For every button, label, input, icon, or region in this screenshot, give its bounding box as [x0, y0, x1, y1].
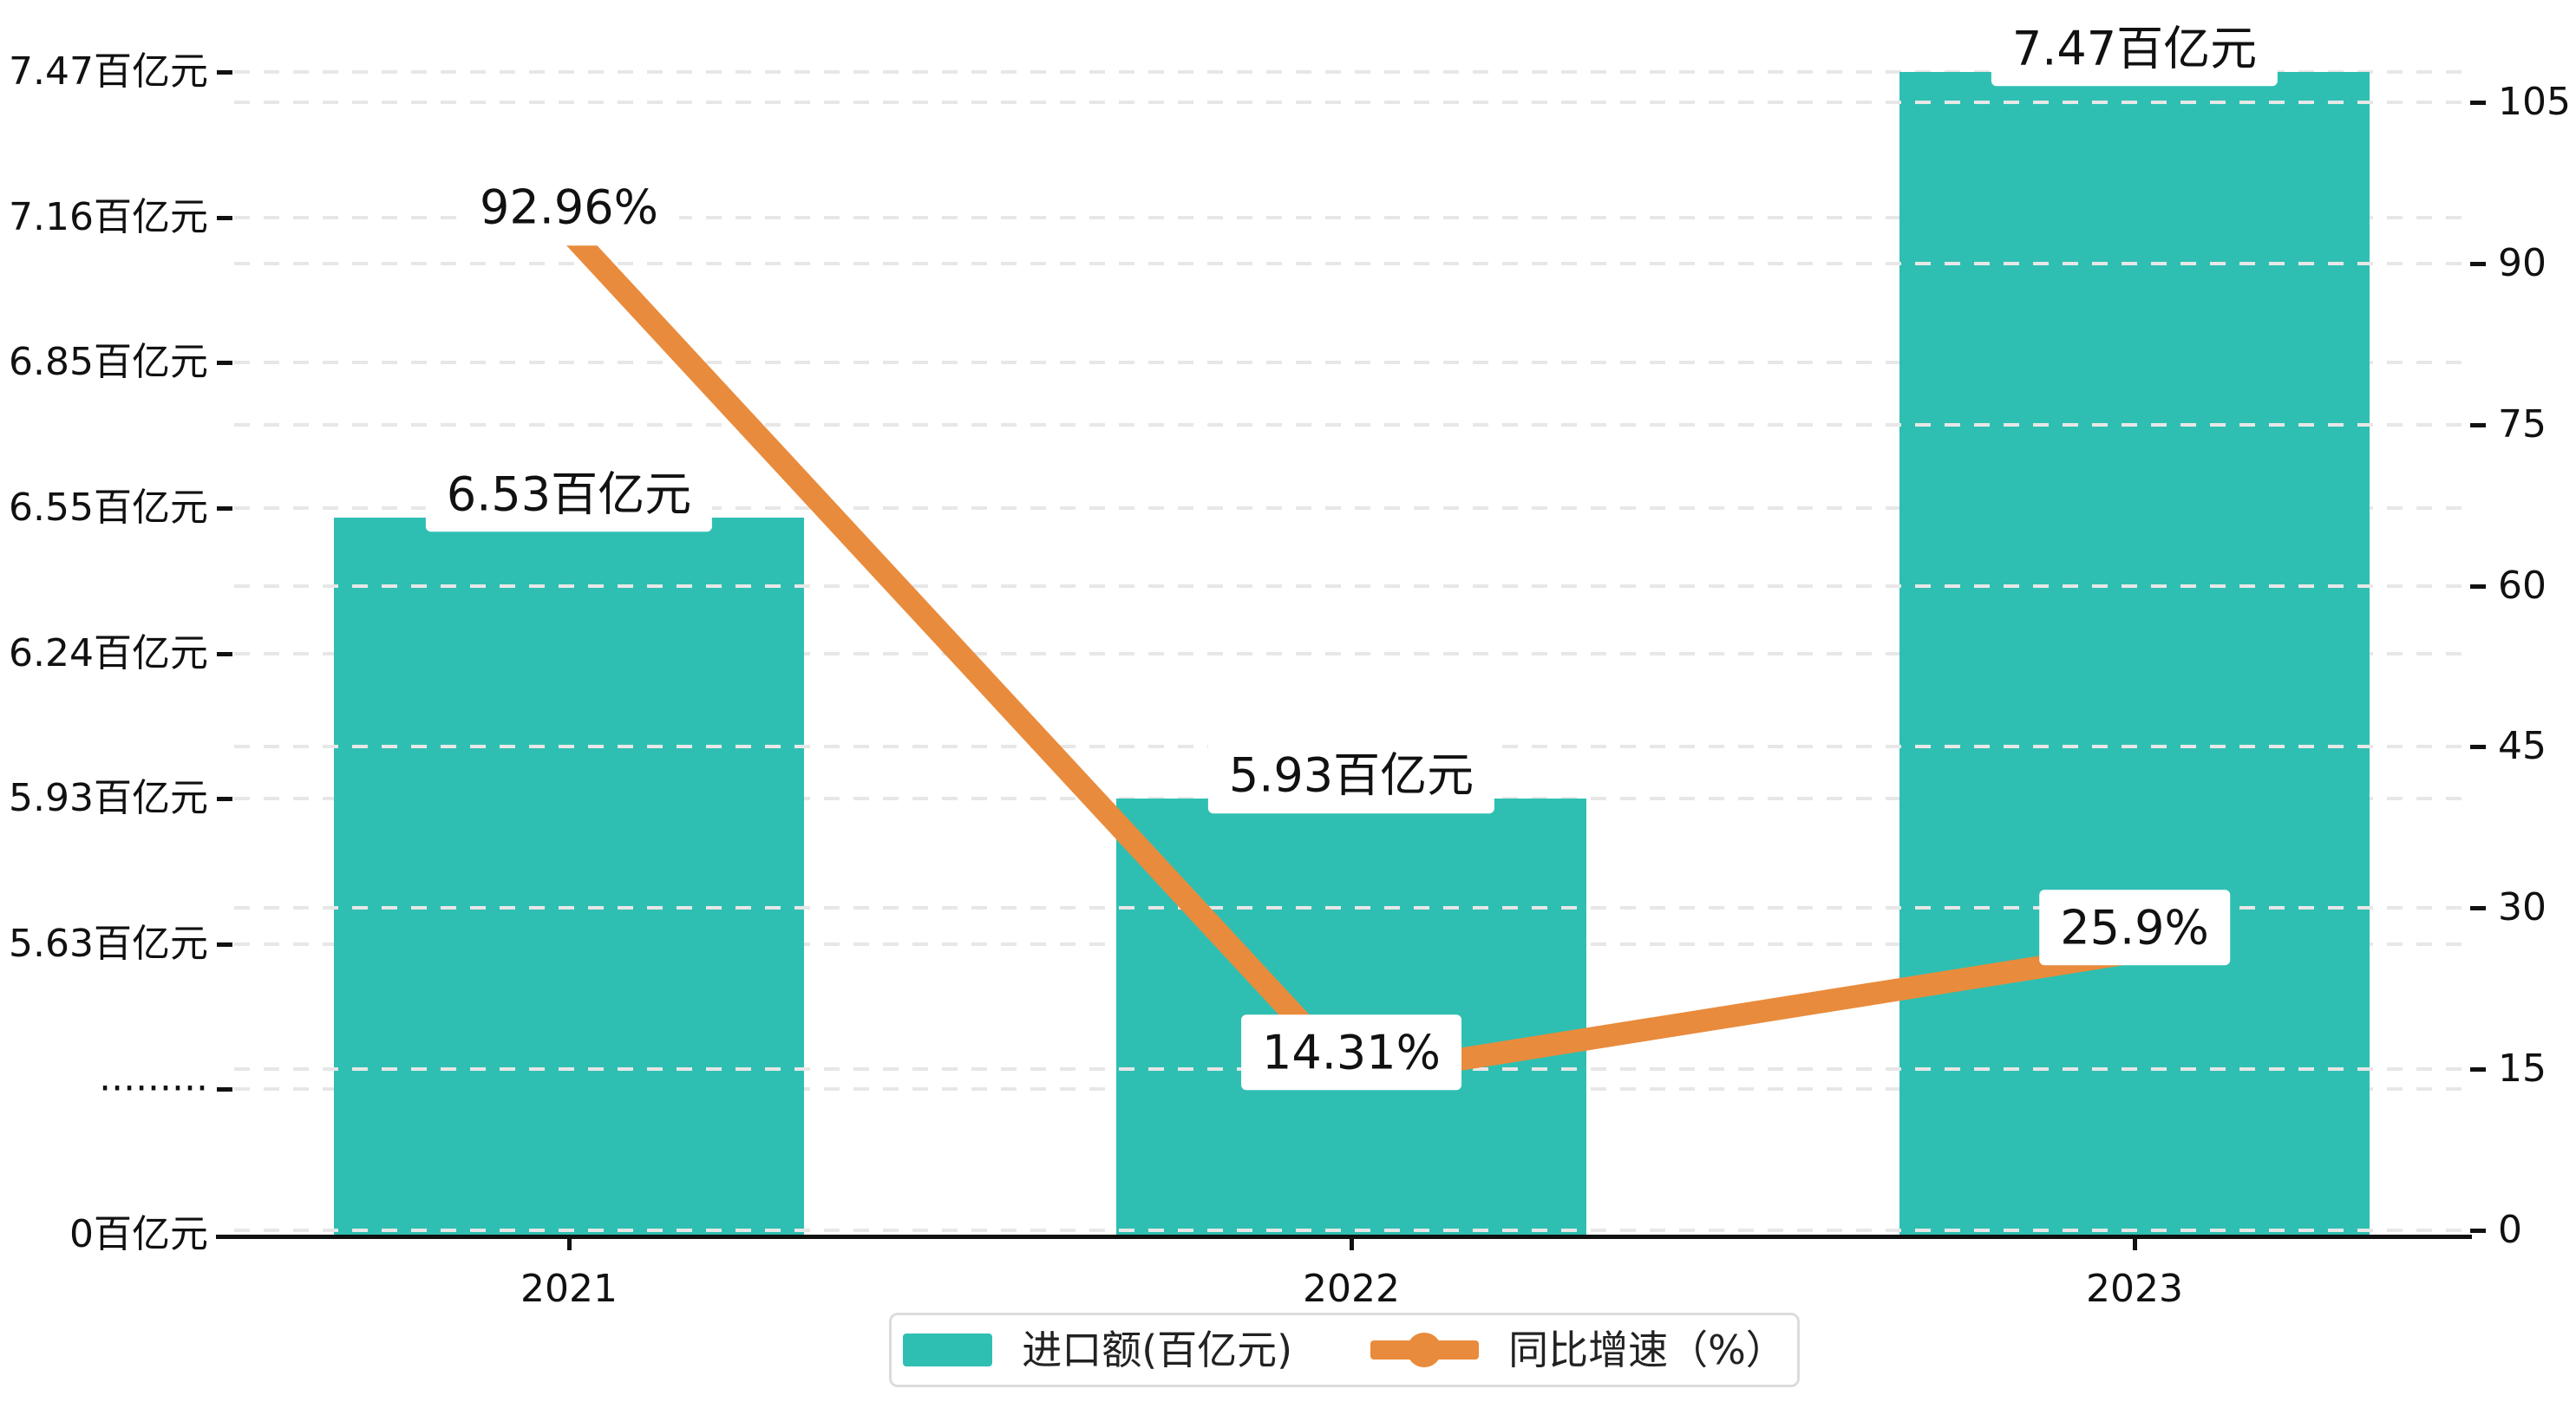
x-axis-tick-mark	[2133, 1236, 2137, 1250]
x-axis-label-2021: 2021	[520, 1267, 618, 1311]
left-axis-tick-label: 7.16百亿元	[9, 194, 208, 239]
left-axis-tick-label: 6.24百亿元	[9, 630, 208, 675]
right-axis-tick-label: 60	[2498, 563, 2547, 608]
left-axis-tick-mark	[217, 215, 232, 220]
left-axis-tick-mark	[217, 361, 232, 366]
right-axis-tick-label: 0	[2498, 1208, 2522, 1252]
gridline-left-tick	[234, 651, 2468, 655]
right-axis-tick-mark	[2470, 1229, 2486, 1233]
left-axis-tick-mark	[217, 797, 232, 802]
gridline-right-tick	[234, 101, 2468, 104]
left-axis-tick-label: 5.93百亿元	[9, 776, 208, 821]
legend-item-line-series[interactable]: 同比增速（%）	[1370, 1330, 1786, 1370]
right-axis-tick-mark	[2470, 1067, 2486, 1073]
growth-rate-label: 92.96%	[459, 169, 679, 245]
gridline-left-tick	[234, 70, 2468, 74]
bar-value-label: 6.53百亿元	[425, 455, 713, 532]
right-axis-tick-mark	[2470, 422, 2486, 427]
left-axis-tick-label: 6.55百亿元	[9, 485, 208, 530]
gridline-left-tick	[234, 505, 2468, 510]
x-axis-tick-mark	[1350, 1236, 1354, 1250]
right-axis-tick-mark	[2470, 745, 2486, 750]
bar-2021	[334, 517, 804, 1235]
left-axis-tick-mark	[217, 70, 232, 75]
bar-2023	[1899, 72, 2370, 1235]
left-axis-tick-label: 6.85百亿元	[9, 340, 208, 385]
legend-label-bar-series: 进口额(百亿元)	[1022, 1327, 1293, 1373]
left-axis-tick-mark	[217, 1087, 232, 1092]
gridline-right-tick	[234, 261, 2468, 265]
legend-item-bar-series[interactable]: 进口额(百亿元)	[903, 1330, 1292, 1370]
line-series-marker-icon	[1370, 1333, 1480, 1367]
left-axis-tick-mark	[217, 651, 232, 656]
left-axis-tick-label: 0百亿元	[69, 1212, 208, 1256]
right-axis-tick-label: 90	[2498, 240, 2547, 285]
bar-series-swatch-icon	[903, 1333, 993, 1366]
gridline-right-tick	[234, 1229, 2468, 1232]
legend-label-line-series: 同比增速（%）	[1508, 1327, 1786, 1373]
right-axis-tick-label: 105	[2498, 80, 2571, 124]
x-axis-label-2022: 2022	[1303, 1267, 1400, 1311]
right-axis-tick-mark	[2470, 584, 2486, 589]
gridline-right-tick	[234, 584, 2468, 588]
gridline-left-tick	[234, 215, 2468, 219]
right-axis-tick-mark	[2470, 261, 2486, 266]
x-axis-line	[216, 1235, 2472, 1239]
gridline-left-tick	[234, 361, 2468, 365]
left-axis-tick-label: 7.47百亿元	[9, 49, 208, 94]
left-axis-tick-label: 5.63百亿元	[9, 921, 208, 966]
left-axis-tick-mark	[217, 505, 232, 511]
right-axis-tick-mark	[2470, 906, 2486, 911]
right-axis-tick-label: 45	[2498, 724, 2547, 769]
gridline-right-tick	[234, 422, 2468, 427]
growth-rate-label: 14.31%	[1241, 1014, 1461, 1091]
x-axis-label-2023: 2023	[2086, 1267, 2183, 1311]
right-axis-tick-label: 15	[2498, 1047, 2547, 1092]
gridline-right-tick	[234, 906, 2468, 910]
bar-value-label: 5.93百亿元	[1207, 737, 1495, 813]
legend: 进口额(百亿元) 同比增速（%）	[889, 1313, 1800, 1387]
growth-rate-label: 25.9%	[2039, 890, 2230, 966]
bar-value-label: 7.47百亿元	[1991, 10, 2279, 87]
left-axis-tick-mark	[217, 942, 232, 947]
right-axis-tick-mark	[2470, 101, 2486, 105]
left-axis-tick-label: ·········	[99, 1066, 208, 1112]
right-axis-tick-label: 75	[2498, 401, 2547, 447]
x-axis-tick-mark	[567, 1236, 572, 1250]
right-axis-tick-label: 30	[2498, 885, 2547, 930]
